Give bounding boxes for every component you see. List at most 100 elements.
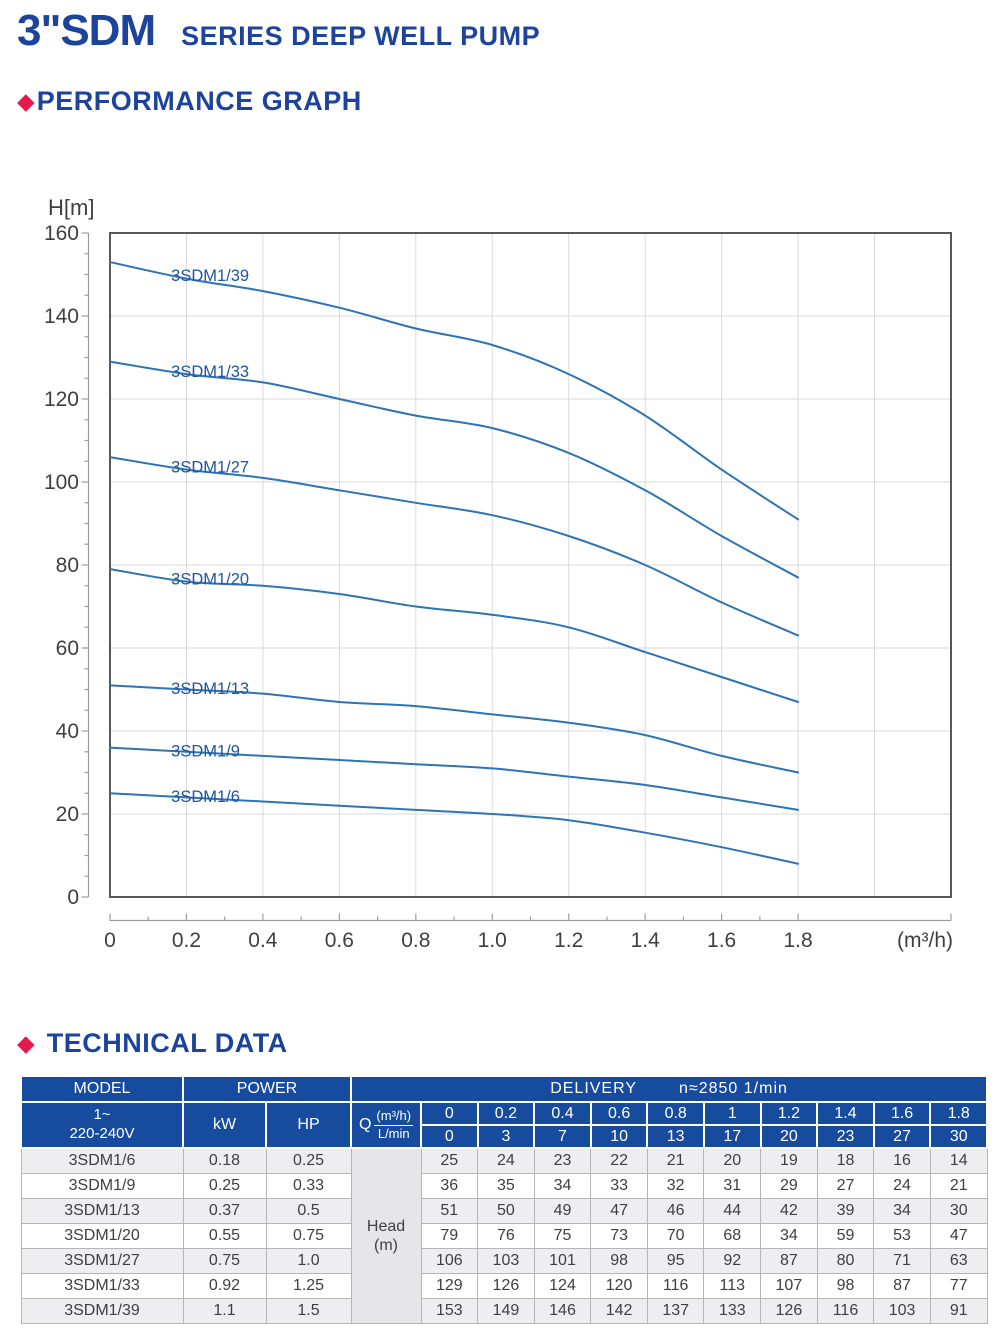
head-value-cell: 70 [646,1223,705,1249]
flow-lmin-header-cell: 3 [476,1124,536,1149]
curve-label-3sdm1-27: 3SDM1/27 [171,459,249,477]
table-row: 3SDM1/33 0.92 1.25 129 126 124 120 116 113 107 98 8… [20,1273,988,1299]
model-cell: 3SDM1/20 [20,1223,184,1249]
model-cell: 3SDM1/9 [20,1173,184,1199]
head-value-cell: 113 [703,1273,762,1299]
delivery-label: DELIVERY [550,1080,638,1097]
head-value-cell: 47 [929,1223,988,1249]
flow-m3h-header-cell: 0.4 [533,1101,592,1126]
head-value-cell: 98 [590,1248,648,1274]
head-value-cell: 103 [873,1298,931,1324]
head-value-cell: 34 [760,1223,818,1249]
head-value-cell: 21 [929,1173,988,1199]
head-value-cell: 126 [477,1273,535,1299]
voltage-header: 1~ 220-240V [20,1101,184,1149]
table-row: 3SDM1/27 0.75 1.0 106 103 101 98 95 92 87 80 71 63 [20,1248,988,1274]
y-axis-title: H[m] [48,195,94,220]
head-value-cell: 34 [873,1198,931,1224]
flow-m3h-header-cell: 1.2 [759,1101,819,1126]
head-value-cell: 149 [477,1298,535,1324]
flow-m3h-header-cell: 0.8 [646,1101,705,1126]
head-value-cell: 142 [590,1298,648,1324]
curve-3sdm1-6 [109,792,800,865]
curve-label-3sdm1-6: 3SDM1/6 [171,788,240,806]
head-value-cell: 24 [477,1147,535,1174]
y-tick-label: 40 [56,720,79,743]
head-value-cell: 92 [703,1248,762,1274]
flow-lmin-header-cell: 30 [929,1124,989,1149]
head-value-cell: 79 [420,1223,479,1249]
x-tick-label: 0.6 [325,929,354,952]
head-value-cell: 63 [929,1248,988,1274]
x-tick-label: 0 [104,929,116,952]
table-row: 3SDM1/20 0.55 0.75 79 76 75 73 70 68 34 59 53 47 [20,1223,988,1249]
flow-lmin-header-cell: 7 [533,1124,592,1149]
head-value-cell: 34 [533,1173,592,1199]
hp-cell: 0.75 [265,1223,352,1249]
flow-m3h-header-cell: 1.6 [872,1101,932,1126]
head-unit-cell: Head (m) [350,1147,422,1324]
head-value-cell: 68 [703,1223,762,1249]
hp-cell: 0.33 [265,1173,352,1199]
head-value-cell: 103 [477,1248,535,1274]
head-value-cell: 95 [646,1248,705,1274]
curve-label-3sdm1-13: 3SDM1/13 [171,680,249,698]
head-value-cell: 91 [929,1298,988,1324]
head-value-cell: 101 [533,1248,592,1274]
model-cell: 3SDM1/33 [20,1273,184,1299]
flow-lmin-header-cell: 0 [420,1124,479,1149]
q-symbol: Q [358,1116,372,1133]
kw-cell: 0.18 [182,1147,267,1174]
kw-cell: 0.25 [182,1173,267,1199]
x-tick-label: 1.4 [631,929,661,952]
head-value-cell: 153 [420,1298,479,1324]
x-tick-label: 0.4 [248,929,278,952]
head-value-cell: 22 [590,1147,648,1174]
head-value-cell: 129 [420,1273,479,1299]
head-value-cell: 146 [533,1298,592,1324]
head-value-cell: 30 [929,1198,988,1224]
head-value-cell: 133 [703,1298,762,1324]
curve-label-3sdm1-39: 3SDM1/39 [171,267,249,285]
x-tick-label: 0.2 [172,929,201,952]
head-value-cell: 42 [760,1198,818,1224]
kw-cell: 1.1 [182,1298,267,1324]
head-value-cell: 126 [760,1298,818,1324]
y-tick-label: 0 [67,886,79,909]
head-value-cell: 50 [477,1198,535,1224]
x-tick-label: 1.6 [707,929,736,952]
curve-3sdm1-13 [109,684,800,774]
y-tick-label: 60 [56,637,79,660]
technical-data-heading: ◆ TECHNICAL DATA [17,1028,288,1059]
power-column-header: POWER [181,1075,353,1103]
head-value-cell: 16 [873,1147,931,1174]
head-value-cell: 51 [420,1198,479,1224]
head-value-cell: 80 [816,1248,875,1274]
head-value-cell: 35 [477,1173,535,1199]
flow-m3h-header-cell: 0.2 [476,1101,536,1126]
head-value-cell: 73 [590,1223,648,1249]
head-value-cell: 21 [646,1147,705,1174]
curve-3sdm1-33 [109,360,800,579]
head-value-cell: 36 [420,1173,479,1199]
flow-lmin-header-cell: 23 [816,1124,875,1149]
plot-border [109,232,952,898]
flow-lmin-header-cell: 17 [702,1124,762,1149]
x-axis: 0 0.2 0.4 0.6 0.8 1.0 1.2 1.4 1.6 1.8 (m³/h) [104,913,953,952]
grid [110,233,951,897]
head-value-cell: 20 [703,1147,762,1174]
table-row: 3SDM1/6 0.18 0.25 Head (m) 25 24 23 22 21 20 19 18 16… [20,1147,988,1324]
head-value-cell: 59 [816,1223,875,1249]
curve-label-3sdm1-20: 3SDM1/20 [171,571,249,589]
x-tick-label: 1.2 [554,929,583,952]
performance-graph-label: PERFORMANCE GRAPH [36,86,362,116]
head-value-cell: 98 [816,1273,875,1299]
flow-m3h-header-cell: 1 [702,1101,762,1126]
technical-data-label: TECHNICAL DATA [46,1028,288,1058]
head-value-cell: 137 [646,1298,705,1324]
flow-lmin-header-cell: 13 [646,1124,705,1149]
head-value-cell: 116 [816,1298,875,1324]
head-value-cell: 77 [929,1273,988,1299]
